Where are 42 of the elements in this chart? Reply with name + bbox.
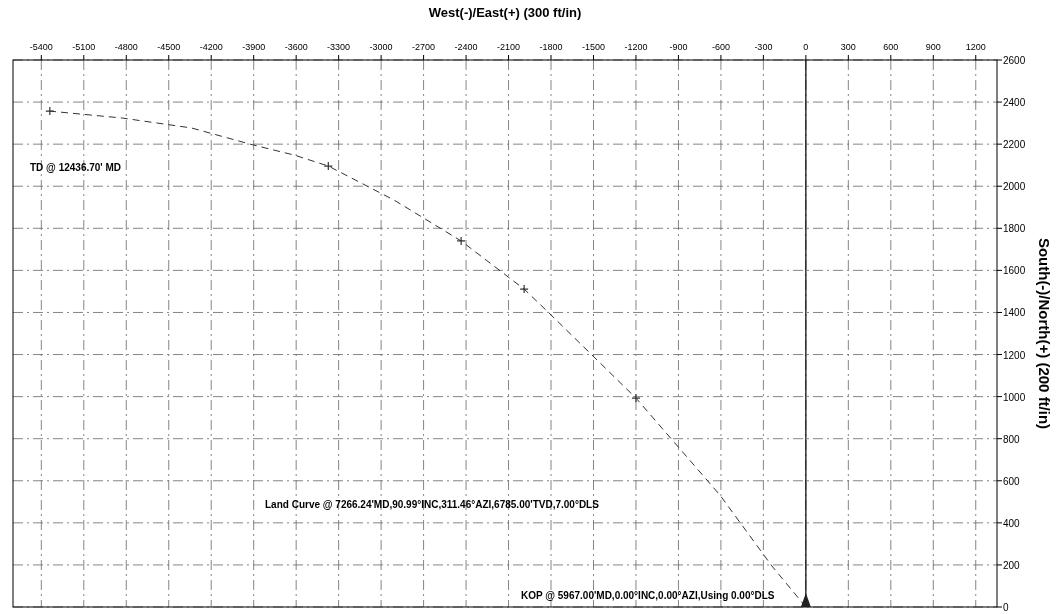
- x-tick-label: -2100: [497, 42, 521, 52]
- y-tick-label: 2400: [1003, 97, 1026, 109]
- x-axis-title: West(-)/East(+) (300 ft/in): [428, 5, 582, 20]
- x-tick-label: -1200: [624, 42, 648, 52]
- y-tick-label: 800: [1003, 433, 1021, 445]
- y-tick-label: 1200: [1003, 349, 1026, 361]
- y-tick-label: 600: [1003, 475, 1021, 487]
- x-tick-label: -4800: [114, 42, 138, 52]
- x-tick-label: -5100: [72, 42, 96, 52]
- y-tick-label: 2200: [1003, 139, 1026, 151]
- x-tick-label: -1500: [581, 42, 605, 52]
- x-tick-label: -2700: [412, 42, 436, 52]
- y-tick-label: 1400: [1003, 307, 1026, 319]
- x-tick-label: 0: [803, 42, 809, 52]
- y-tick-label: 400: [1003, 517, 1021, 529]
- x-tick-label: 900: [925, 42, 941, 52]
- y-tick-label: 1600: [1003, 265, 1026, 277]
- annotation: TD @ 12436.70' MD: [30, 162, 122, 173]
- x-tick-label: 300: [840, 42, 856, 52]
- y-tick-label: 0: [1003, 602, 1009, 613]
- x-tick-label: 600: [883, 42, 899, 52]
- x-tick-label: -3300: [327, 42, 351, 52]
- x-tick-label: -5400: [29, 42, 53, 52]
- x-tick-label: -600: [711, 42, 730, 52]
- x-tick-label: -2400: [454, 42, 478, 52]
- x-tick-label: -1800: [539, 42, 563, 52]
- x-tick-label: -3000: [369, 42, 393, 52]
- y-axis-title: South(-)/North(+) (200 ft/in): [1036, 237, 1053, 430]
- y-tick-label: 2600: [1003, 55, 1026, 66]
- x-tick-label: -4500: [157, 42, 181, 52]
- x-tick-label: -3900: [242, 42, 266, 52]
- y-tick-label: 200: [1003, 559, 1021, 571]
- x-tick-label: 1200: [965, 42, 986, 52]
- annotation: KOP @ 5967.00'MD,0.00°INC,0.00°AZI,Using 0.00°DLS: [521, 590, 775, 601]
- x-tick-label: -900: [669, 42, 688, 52]
- x-tick-label: -300: [754, 42, 773, 52]
- x-tick-label: -4200: [199, 42, 223, 52]
- y-tick-label: 1800: [1003, 223, 1026, 235]
- y-tick-label: 1000: [1003, 391, 1026, 403]
- y-tick-label: 2000: [1003, 181, 1026, 193]
- annotation: Land Curve @ 7266.24'MD,90.99°INC,311.46°AZI,6785.00'TVD,7.00°DLS: [265, 499, 600, 510]
- x-tick-label: -3600: [284, 42, 308, 52]
